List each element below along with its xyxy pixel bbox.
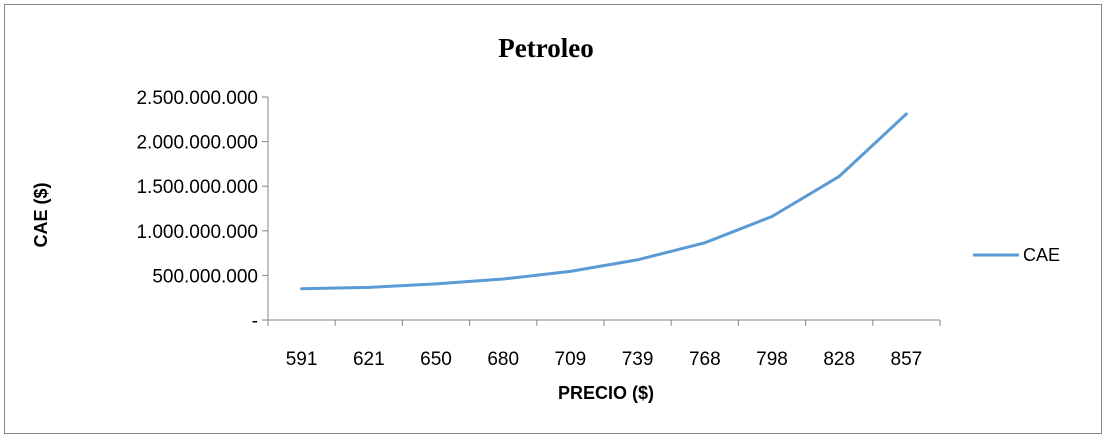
y-tick-label: - bbox=[252, 311, 258, 332]
y-axis: - 500.000.000 1.000.000.000 1.500.000.000 2.… bbox=[136, 88, 269, 332]
y-tick-label: 2.500.000.000 bbox=[136, 88, 258, 109]
legend-label-cae: CAE bbox=[1023, 245, 1060, 265]
data-point bbox=[703, 241, 707, 245]
legend: CAE bbox=[973, 245, 1060, 265]
x-tick-label: 828 bbox=[823, 349, 855, 370]
x-tick-label: 798 bbox=[756, 349, 788, 370]
data-point bbox=[904, 112, 908, 116]
x-tick-label: 621 bbox=[353, 349, 385, 370]
x-tick-label: 739 bbox=[622, 349, 654, 370]
data-point bbox=[837, 174, 841, 178]
y-tick-label: 1.500.000.000 bbox=[136, 177, 258, 198]
x-tick-label: 680 bbox=[487, 349, 519, 370]
series-line-cae bbox=[301, 112, 908, 291]
y-tick-label: 2.000.000.000 bbox=[136, 133, 258, 154]
data-point bbox=[434, 282, 438, 286]
data-point bbox=[367, 285, 371, 289]
data-point bbox=[770, 215, 774, 219]
x-axis-title: PRECIO ($) bbox=[558, 383, 654, 403]
x-tick-label: 650 bbox=[420, 349, 452, 370]
plot-series bbox=[300, 112, 908, 291]
x-axis: 591 621 650 680 709 739 768 798 828 857 bbox=[267, 319, 941, 370]
data-point bbox=[636, 258, 640, 262]
y-tick-label: 500.000.000 bbox=[152, 266, 258, 287]
data-point bbox=[300, 287, 304, 291]
data-point bbox=[568, 269, 572, 273]
line-chart: Petroleo - 500.000.000 1.000.000.000 1.500.… bbox=[31, 33, 1060, 403]
x-tick-label: 768 bbox=[689, 349, 721, 370]
x-tick-label: 591 bbox=[286, 349, 318, 370]
y-tick-label: 1.000.000.000 bbox=[136, 222, 258, 243]
chart-frame: Petroleo - 500.000.000 1.000.000.000 1.500.… bbox=[4, 4, 1102, 434]
chart-title: Petroleo bbox=[498, 33, 593, 63]
x-tick-label: 709 bbox=[555, 349, 587, 370]
x-tick-label: 857 bbox=[891, 349, 923, 370]
data-point bbox=[501, 277, 505, 281]
y-axis-title: CAE ($) bbox=[31, 182, 51, 247]
